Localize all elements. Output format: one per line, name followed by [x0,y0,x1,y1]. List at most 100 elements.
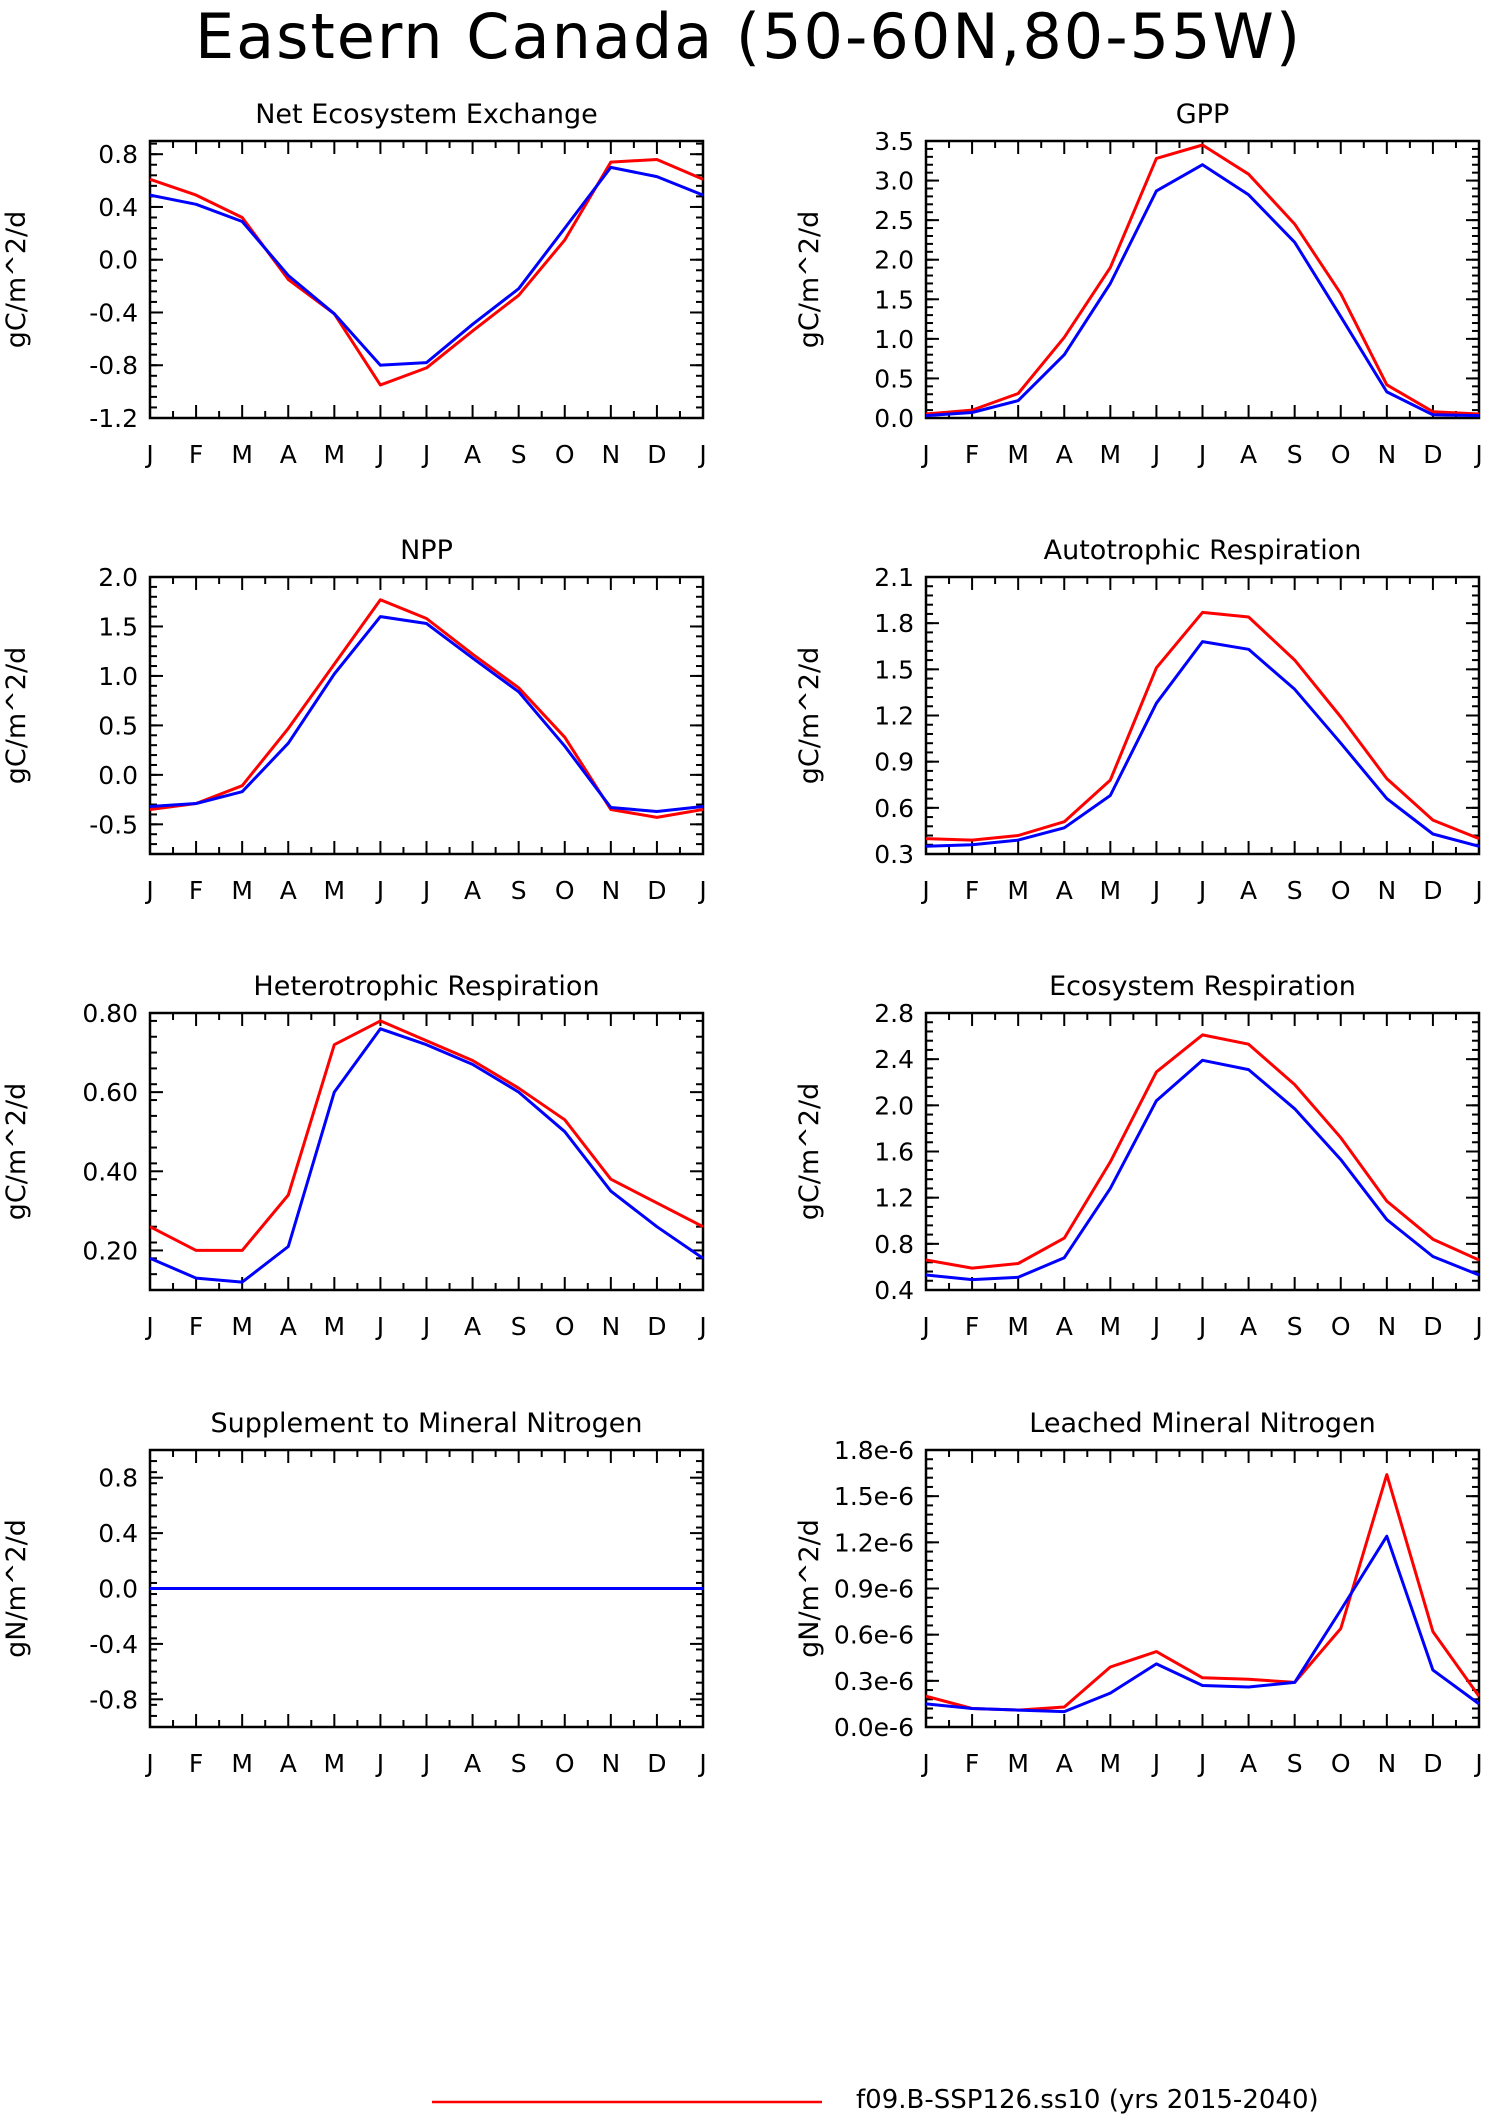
x-tick-label: D [1423,1749,1442,1778]
y-tick-label: 1.2 [874,702,914,731]
x-tick-label: S [511,876,527,905]
x-tick-label: J [1473,1749,1482,1778]
series-line [926,1534,1479,1714]
y-tick-label: 1.5e-6 [834,1482,914,1511]
x-tick-label: S [1287,1312,1303,1341]
series-line [150,615,703,813]
y-axis-label: gC/m^2/d [794,647,825,784]
panel-title: Autotrophic Respiration [1044,535,1362,566]
series-line [926,610,1479,842]
x-tick-label: M [231,1749,253,1778]
y-tick-label: 1.5 [98,612,138,641]
series-line [926,1033,1479,1270]
x-tick-label: M [1007,1749,1029,1778]
y-axis-label: gC/m^2/d [794,1083,825,1220]
x-tick-label: J [697,1312,706,1341]
x-tick-label: J [920,876,929,905]
x-tick-label: J [920,1312,929,1341]
x-tick-label: J [1473,1312,1482,1341]
y-tick-label: 0.3e-6 [834,1667,914,1696]
x-tick-label: J [375,1312,384,1341]
y-tick-label: 0.8 [98,1464,138,1493]
x-tick-label: M [1100,876,1122,905]
x-tick-label: A [464,1749,481,1778]
y-tick-label: 1.8e-6 [834,1436,914,1465]
x-tick-label: A [1056,876,1073,905]
y-tick-label: 1.2 [874,1184,914,1213]
x-tick-label: A [1056,440,1073,469]
x-tick-label: M [231,1312,253,1341]
x-tick-label: J [421,1749,430,1778]
x-tick-label: A [280,1312,297,1341]
y-tick-label: 0.0 [874,404,914,433]
x-tick-label: F [965,1749,979,1778]
y-axis-label: gC/m^2/d [794,211,825,348]
x-tick-label: A [464,876,481,905]
x-tick-label: J [375,876,384,905]
x-tick-label: A [1240,1749,1257,1778]
plot-frame [148,1011,705,1292]
x-tick-label: J [421,876,430,905]
x-tick-label: D [647,1312,666,1341]
y-axis-label: gN/m^2/d [794,1519,825,1658]
x-tick-label: M [324,440,346,469]
x-tick-label: J [697,876,706,905]
y-tick-label: 0.40 [82,1157,138,1186]
y-tick-label: 0.4 [98,193,138,222]
x-tick-label: J [144,1749,153,1778]
series-line [150,165,703,367]
y-tick-label: -0.4 [89,298,138,327]
y-tick-label: 2.8 [874,999,914,1028]
x-tick-label: M [231,876,253,905]
x-tick-label: O [555,876,575,905]
x-tick-label: A [1240,1312,1257,1341]
y-tick-label: 2.0 [874,246,914,275]
x-tick-label: J [920,440,929,469]
x-tick-label: M [1100,1312,1122,1341]
panel-title: Ecosystem Respiration [1049,971,1356,1002]
x-tick-label: M [324,1749,346,1778]
series-line [150,158,703,387]
x-tick-label: J [144,876,153,905]
x-tick-label: J [920,1749,929,1778]
x-tick-label: N [1377,876,1396,905]
y-tick-label: 1.6 [874,1138,914,1167]
panel-title: Net Ecosystem Exchange [255,99,598,130]
x-tick-label: F [189,1749,203,1778]
x-tick-label: M [1007,876,1029,905]
y-tick-label: 0.5 [874,364,914,393]
x-tick-label: F [189,440,203,469]
x-tick-label: J [421,1312,430,1341]
x-tick-label: O [555,1312,575,1341]
x-tick-label: J [1151,876,1160,905]
x-tick-label: D [1423,1312,1442,1341]
y-tick-label: 2.1 [874,563,914,592]
x-tick-label: O [555,440,575,469]
x-tick-label: D [647,876,666,905]
y-tick-label: 1.5 [874,285,914,314]
y-tick-label: 0.9e-6 [834,1575,914,1604]
y-tick-label: 0.8 [98,140,138,169]
series-line [926,1058,1479,1282]
plot-frame [924,575,1481,856]
x-tick-label: J [1151,440,1160,469]
y-tick-label: 0.6e-6 [834,1621,914,1650]
series-line [926,143,1479,416]
x-tick-label: F [965,1312,979,1341]
chart-panel: J F M A M J J A S O N D J2.01.51.00.50.0-0.5NPPgC/m^… [1,535,707,905]
page-title: Eastern Canada (50-60N,80-55W) [194,0,1303,73]
x-tick-label: S [511,440,527,469]
y-tick-label: 1.0 [98,662,138,691]
panel-title: GPP [1176,99,1230,130]
x-tick-label: J [1197,1749,1206,1778]
x-tick-label: D [647,1749,666,1778]
x-tick-label: S [1287,1749,1303,1778]
x-tick-label: M [1100,1749,1122,1778]
y-axis-label: gC/m^2/d [1,1083,32,1220]
x-tick-label: J [1197,876,1206,905]
x-tick-label: N [1377,1312,1396,1341]
x-tick-label: D [1423,876,1442,905]
y-tick-label: 0.0 [98,1575,138,1604]
panel-title: Heterotrophic Respiration [253,971,599,1002]
plot-frame [924,139,1481,420]
